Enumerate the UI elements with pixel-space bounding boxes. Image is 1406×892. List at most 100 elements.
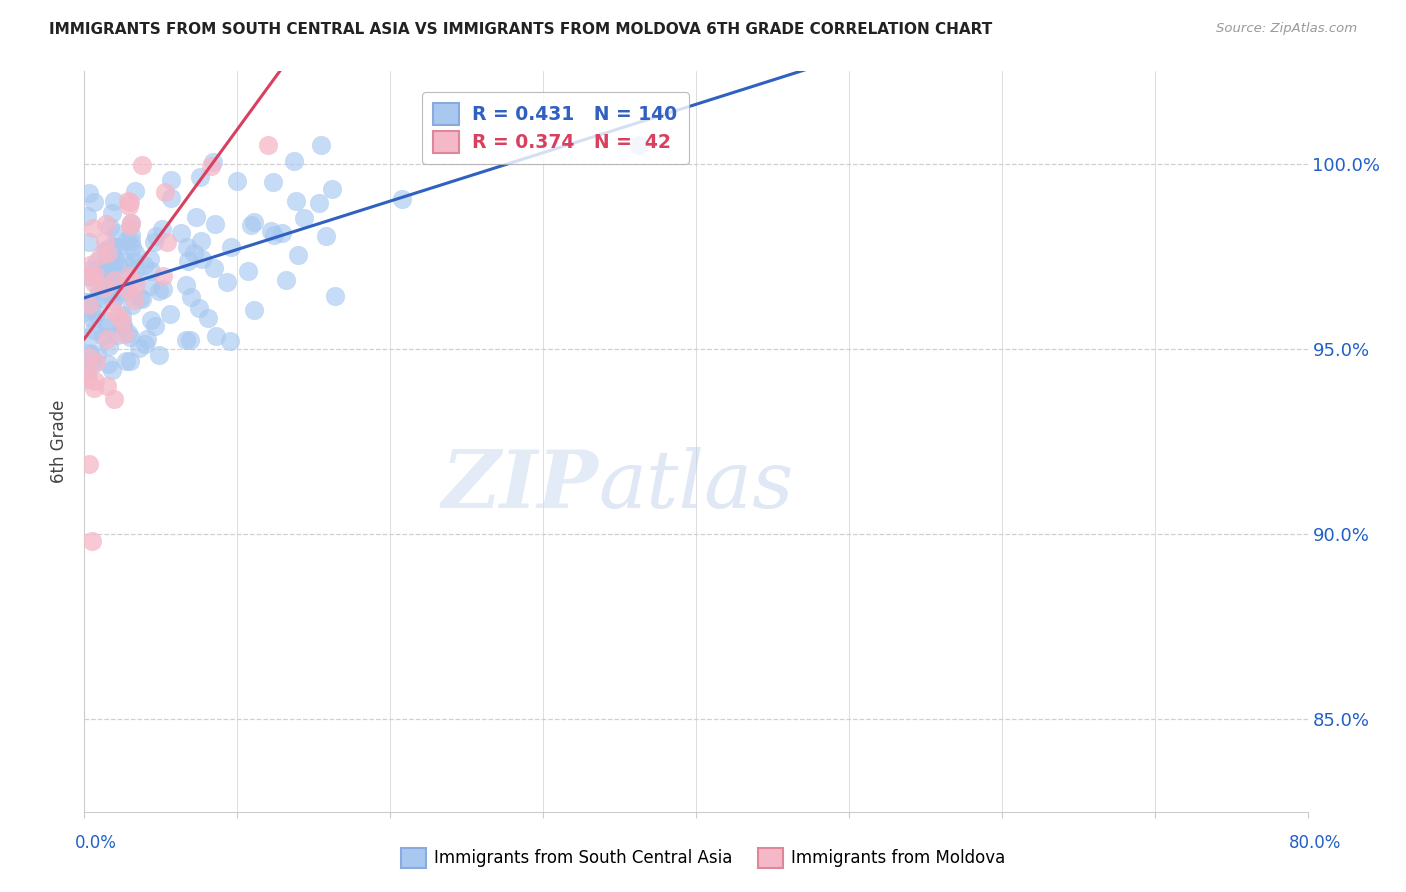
Point bbox=[111, 318, 134, 333]
Point bbox=[103, 392, 125, 406]
Point bbox=[132, 259, 155, 273]
Point bbox=[100, 239, 122, 253]
Point bbox=[201, 154, 224, 169]
Point bbox=[86, 262, 108, 277]
Point bbox=[104, 277, 127, 291]
Point bbox=[79, 330, 101, 344]
Point bbox=[117, 233, 139, 247]
Point bbox=[308, 195, 330, 210]
Point bbox=[124, 185, 146, 199]
Point bbox=[159, 191, 181, 205]
Point bbox=[225, 174, 247, 188]
Point bbox=[121, 240, 143, 254]
Point bbox=[287, 247, 309, 261]
Point bbox=[93, 280, 115, 294]
Point bbox=[284, 194, 307, 208]
Point bbox=[262, 175, 284, 189]
Point bbox=[98, 254, 121, 268]
Point bbox=[76, 372, 98, 386]
Point bbox=[323, 289, 346, 303]
Point bbox=[111, 308, 134, 322]
Point bbox=[243, 302, 266, 317]
Point bbox=[145, 229, 167, 244]
Point bbox=[139, 264, 162, 278]
Point bbox=[309, 138, 332, 153]
Legend: R = 0.431   N = 140, R = 0.374   N =  42: R = 0.431 N = 140, R = 0.374 N = 42 bbox=[422, 92, 689, 164]
Point bbox=[107, 258, 129, 272]
Point bbox=[180, 290, 202, 304]
Point bbox=[191, 252, 214, 266]
Point bbox=[118, 199, 141, 213]
Point bbox=[239, 218, 262, 232]
Point bbox=[82, 311, 104, 326]
Point bbox=[84, 306, 107, 320]
Point bbox=[101, 294, 124, 309]
Point bbox=[103, 303, 125, 318]
Point bbox=[148, 285, 170, 299]
Point bbox=[120, 234, 142, 248]
Point bbox=[105, 328, 128, 343]
Point bbox=[83, 276, 105, 290]
Point bbox=[77, 186, 100, 200]
Point bbox=[98, 252, 121, 266]
Point bbox=[77, 269, 100, 284]
Point bbox=[131, 292, 153, 306]
Point bbox=[131, 158, 153, 172]
Point bbox=[79, 347, 101, 361]
Point bbox=[134, 337, 156, 351]
Point bbox=[197, 310, 219, 325]
Point bbox=[215, 276, 238, 290]
Point bbox=[97, 245, 120, 260]
Point bbox=[190, 234, 212, 248]
Point bbox=[94, 217, 117, 231]
Point bbox=[120, 216, 142, 230]
Point bbox=[80, 301, 103, 316]
Point bbox=[124, 245, 146, 260]
Point bbox=[117, 194, 139, 209]
Point bbox=[152, 268, 174, 283]
Point bbox=[77, 296, 100, 310]
Point bbox=[79, 262, 101, 277]
Point bbox=[120, 353, 142, 368]
Point bbox=[114, 255, 136, 269]
Point bbox=[177, 254, 200, 268]
Point bbox=[174, 278, 197, 293]
Point bbox=[79, 268, 101, 283]
Point bbox=[112, 284, 135, 298]
Point bbox=[86, 347, 108, 361]
Point bbox=[128, 341, 150, 355]
Point bbox=[103, 284, 125, 298]
Point bbox=[79, 235, 101, 249]
Point bbox=[98, 339, 121, 353]
Point bbox=[76, 295, 98, 310]
Point bbox=[115, 354, 138, 368]
Point bbox=[111, 318, 134, 332]
Point bbox=[136, 332, 159, 346]
Point bbox=[93, 235, 115, 249]
Point bbox=[188, 169, 211, 184]
Point bbox=[243, 215, 266, 229]
Point bbox=[110, 278, 132, 293]
Point bbox=[98, 280, 121, 294]
Point bbox=[77, 350, 100, 364]
Point bbox=[79, 258, 101, 272]
Point bbox=[89, 261, 111, 276]
Point bbox=[170, 226, 193, 240]
Point bbox=[77, 298, 100, 312]
Point bbox=[101, 363, 124, 377]
Point bbox=[77, 458, 100, 472]
Point bbox=[107, 268, 129, 282]
Point bbox=[124, 263, 146, 277]
Point bbox=[96, 314, 118, 328]
Text: 0.0%: 0.0% bbox=[75, 834, 117, 852]
Point bbox=[121, 298, 143, 312]
Point bbox=[183, 246, 205, 260]
Point bbox=[100, 285, 122, 300]
Point bbox=[112, 326, 135, 341]
Point bbox=[104, 289, 127, 303]
Point bbox=[98, 269, 121, 284]
Point bbox=[219, 334, 242, 348]
Point bbox=[122, 293, 145, 307]
Point bbox=[96, 378, 118, 392]
Point bbox=[118, 194, 141, 209]
